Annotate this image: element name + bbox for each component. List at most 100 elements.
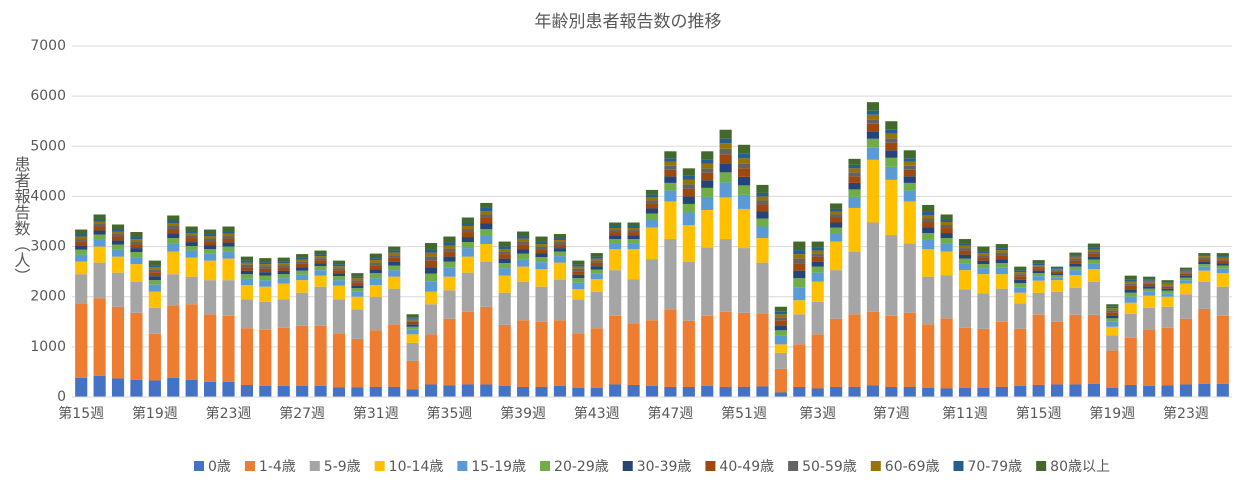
bar-segment bbox=[185, 257, 198, 277]
bar-segment bbox=[885, 121, 898, 130]
bar-segment bbox=[535, 241, 548, 245]
bar-segment bbox=[204, 238, 217, 242]
bar-segment bbox=[1161, 283, 1174, 286]
bar-segment bbox=[977, 264, 990, 269]
bar-segment bbox=[314, 286, 327, 326]
bar-segment bbox=[222, 280, 235, 316]
bar-segment bbox=[130, 281, 143, 313]
bar-segment bbox=[93, 221, 106, 225]
bar-segment bbox=[995, 252, 1008, 256]
bar-segment bbox=[222, 251, 235, 259]
bar-segment bbox=[682, 184, 695, 189]
bar-segment bbox=[369, 273, 382, 279]
bar-segment bbox=[793, 287, 806, 301]
bar-segment bbox=[701, 187, 714, 197]
bar-segment bbox=[572, 266, 585, 269]
bar-segment bbox=[388, 255, 401, 258]
bar-segment bbox=[443, 248, 456, 252]
bar-segment bbox=[1032, 276, 1045, 281]
bar-segment bbox=[1179, 277, 1193, 281]
bar-segment bbox=[517, 241, 530, 245]
bar-segment bbox=[259, 275, 272, 281]
bar-segment bbox=[609, 243, 622, 250]
bar-segment bbox=[185, 250, 198, 258]
bar-segment bbox=[167, 226, 180, 230]
bar-segment bbox=[903, 158, 916, 162]
bar-segment bbox=[443, 245, 456, 249]
bar-segment bbox=[1069, 260, 1082, 264]
bar-segment bbox=[645, 385, 659, 397]
bar-segment bbox=[1143, 282, 1156, 284]
bar-segment bbox=[498, 246, 511, 250]
bar-segment bbox=[1051, 384, 1064, 397]
bar-segment bbox=[737, 312, 751, 387]
bar-segment bbox=[977, 255, 990, 258]
legend-label: 15-19歳 bbox=[471, 459, 526, 475]
bar-segment bbox=[737, 158, 751, 164]
bar-segment bbox=[627, 279, 640, 324]
bar-segment bbox=[388, 252, 401, 256]
bar-segment bbox=[1198, 264, 1211, 267]
legend-swatch bbox=[309, 461, 320, 471]
bar-segment bbox=[866, 102, 880, 111]
bar-segment bbox=[314, 275, 327, 287]
bar-segment bbox=[609, 232, 622, 236]
bar-segment bbox=[296, 263, 309, 268]
bar-segment bbox=[940, 233, 953, 239]
bar-segment bbox=[498, 249, 511, 252]
bar-segment bbox=[1106, 308, 1119, 311]
bar-segment bbox=[424, 260, 438, 268]
bar-segment bbox=[793, 314, 806, 345]
bar-segment bbox=[609, 384, 622, 397]
bar-segment bbox=[1087, 263, 1100, 270]
bar-segment bbox=[388, 257, 401, 262]
legend-label: 10-14歳 bbox=[389, 459, 444, 475]
bar-segment bbox=[406, 360, 419, 390]
bar-segment bbox=[461, 311, 474, 385]
bar-segment bbox=[701, 172, 714, 181]
bar-segment bbox=[1069, 255, 1082, 257]
bar-segment bbox=[1014, 274, 1027, 277]
bar-segment bbox=[664, 190, 677, 202]
bar-segment bbox=[498, 292, 511, 325]
bar-segment bbox=[682, 203, 695, 213]
bar-segment bbox=[277, 267, 290, 271]
bar-segment bbox=[848, 196, 861, 208]
bar-segment bbox=[1216, 259, 1229, 261]
bar-segment bbox=[885, 142, 898, 151]
x-tick-label: 第39週 bbox=[500, 405, 546, 422]
bar-segment bbox=[167, 274, 180, 306]
bar-segment bbox=[111, 378, 125, 397]
bar-segment bbox=[645, 213, 659, 219]
bar-segment bbox=[167, 215, 180, 221]
bar-segment bbox=[277, 278, 290, 284]
bar-segment bbox=[406, 320, 419, 322]
bar-segment bbox=[793, 300, 806, 315]
bar-segment bbox=[1161, 285, 1174, 287]
bar-segment bbox=[498, 241, 511, 247]
bar-segment bbox=[517, 386, 530, 397]
bar-segment bbox=[1198, 308, 1211, 384]
bar-segment bbox=[774, 330, 787, 336]
bar-segment bbox=[351, 288, 364, 292]
bar-segment bbox=[737, 153, 751, 159]
bar-segment bbox=[701, 209, 714, 248]
bar-segment bbox=[1143, 329, 1156, 386]
bar-segment bbox=[517, 281, 530, 321]
bar-segment bbox=[811, 266, 824, 273]
bar-segment bbox=[737, 176, 751, 186]
bar-segment bbox=[977, 251, 990, 254]
bar-segment bbox=[590, 387, 603, 397]
bar-segment bbox=[1198, 257, 1211, 260]
bar-segment bbox=[480, 229, 493, 236]
bar-segment bbox=[590, 253, 603, 257]
bar-segment bbox=[204, 234, 217, 237]
bar-segment bbox=[866, 159, 880, 223]
bar-segment bbox=[517, 236, 530, 239]
bar-segment bbox=[645, 203, 659, 209]
bar-segment bbox=[1051, 280, 1064, 292]
bar-segment bbox=[443, 276, 456, 291]
bar-segment bbox=[130, 264, 143, 282]
chart-title: 年齢別患者報告数の推移 bbox=[535, 12, 722, 32]
bar-segment bbox=[1051, 269, 1064, 271]
